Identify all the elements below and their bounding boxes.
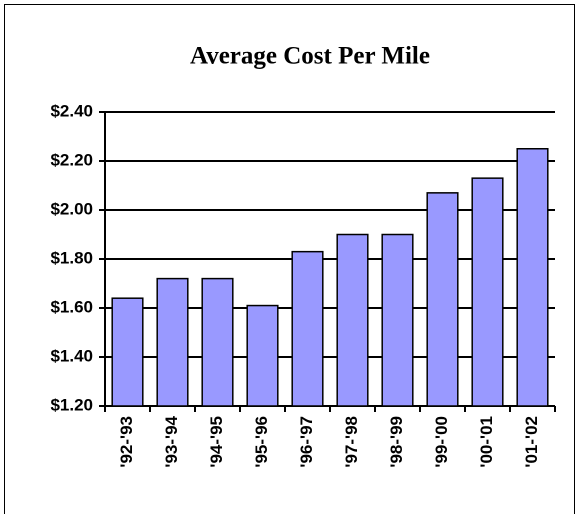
y-tick-label: $1.80 xyxy=(50,248,93,267)
bar xyxy=(516,148,549,407)
x-tick-label: '95-'96 xyxy=(252,416,271,468)
bar xyxy=(156,277,189,407)
bar xyxy=(291,250,324,407)
bar xyxy=(246,304,279,407)
y-tick-label: $2.00 xyxy=(50,199,93,218)
x-tick-label: '00-'01 xyxy=(477,416,496,468)
x-tick-label: '98-'99 xyxy=(387,416,406,468)
y-tick-label: $2.20 xyxy=(50,150,93,169)
bar xyxy=(381,233,414,407)
bar xyxy=(336,233,369,407)
bar xyxy=(201,277,234,407)
x-tick-label: '96-'97 xyxy=(297,416,316,468)
bar xyxy=(426,192,459,407)
y-tick-label: $1.60 xyxy=(50,297,93,316)
bar xyxy=(471,177,504,407)
x-tick-label: '99-'00 xyxy=(432,416,451,468)
x-tick-label: '97-'98 xyxy=(342,416,361,468)
x-tick-label: '93-'94 xyxy=(162,415,181,467)
y-tick-label: $1.20 xyxy=(50,395,93,414)
bar xyxy=(111,297,144,407)
x-tick-label: '92-'93 xyxy=(117,416,136,468)
x-tick-label: '01-'02 xyxy=(522,416,541,468)
x-tick-label: '94-'95 xyxy=(207,416,226,468)
y-tick-label: $1.40 xyxy=(50,346,93,365)
chart-title: Average Cost Per Mile xyxy=(190,43,430,70)
y-tick-label: $2.40 xyxy=(50,101,93,120)
